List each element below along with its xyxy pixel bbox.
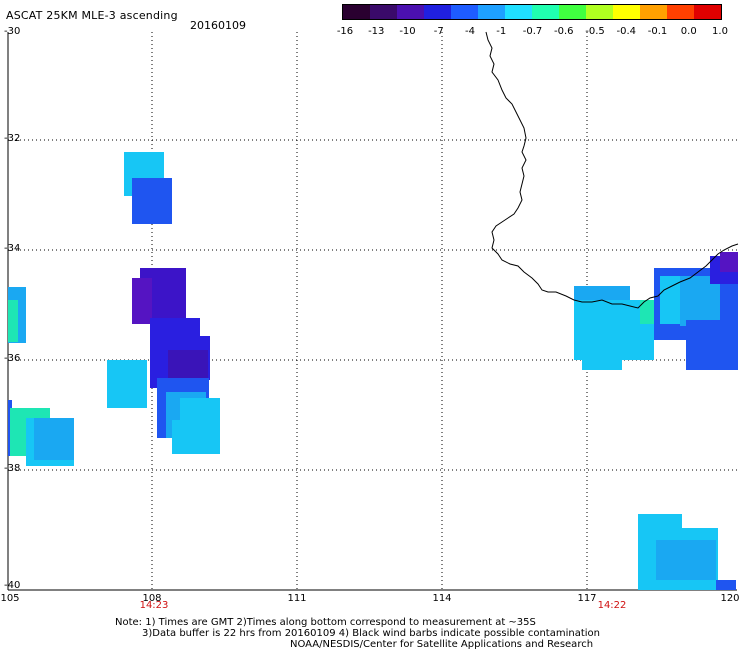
map-date: 20160109 — [190, 19, 246, 32]
color-scale-label: 1.0 — [712, 26, 728, 37]
map-title: ASCAT 25KM MLE-3 ascending — [6, 9, 178, 22]
color-scale-label: -7 — [433, 26, 444, 37]
color-scale-label: -10 — [399, 26, 416, 37]
color-scale-segment — [505, 5, 532, 19]
lat-label-40: -40 — [4, 580, 21, 591]
color-scale-segment — [694, 5, 721, 19]
australia-coastline — [485, 31, 739, 309]
color-scale-label: -0.7 — [522, 26, 543, 37]
note-line-2: 3)Data buffer is 22 hrs from 20160109 4)… — [142, 628, 600, 639]
lon-label-114: 114 — [432, 593, 452, 604]
pass-time-west: 14:23 — [139, 600, 169, 611]
color-scale-segment — [478, 5, 505, 19]
color-scale-label: -16 — [336, 26, 354, 37]
lat-label-32: -32 — [4, 133, 21, 144]
lon-label-111: 111 — [287, 593, 307, 604]
color-scale-label: -4 — [465, 26, 475, 37]
color-scale-segment — [424, 5, 451, 19]
color-scale-segment — [667, 5, 694, 19]
color-scale-label: -13 — [368, 26, 385, 37]
color-scale-label: 0.0 — [680, 26, 697, 37]
color-scale-segment — [397, 5, 424, 19]
note-line-1: Note: 1) Times are GMT 2)Times along bot… — [115, 617, 536, 628]
eastern-swath — [574, 252, 738, 370]
color-scale-segment — [586, 5, 613, 19]
lon-label-117: 117 — [577, 593, 597, 604]
southeastern-swath — [638, 514, 736, 590]
lat-label-30: -30 — [4, 26, 21, 37]
color-scale-segment — [451, 5, 478, 19]
graticule-grid — [8, 32, 737, 590]
color-scale-segment — [532, 5, 559, 19]
far-west-swath — [8, 287, 74, 466]
color-scale-segment — [613, 5, 640, 19]
color-scale-segment — [370, 5, 397, 19]
lat-label-36: -36 — [4, 353, 21, 364]
western-swath — [107, 152, 220, 454]
color-scale-label: -0.4 — [616, 26, 637, 37]
lon-label-108: 108 — [142, 593, 162, 604]
color-scale-bar — [342, 4, 722, 20]
color-scale-label: -0.5 — [585, 26, 605, 37]
color-scale-segment — [640, 5, 667, 19]
pass-time-east: 14:22 — [597, 600, 627, 611]
color-scale-label: -1 — [496, 26, 507, 37]
color-scale-segment — [343, 5, 370, 19]
color-scale-label: -0.1 — [647, 26, 668, 37]
lat-label-34: -34 — [4, 243, 21, 254]
lon-label-105: 105 — [0, 593, 20, 604]
note-line-3: NOAA/NESDIS/Center for Satellite Applica… — [290, 639, 594, 650]
color-scale-segment — [559, 5, 586, 19]
lon-label-120: 120 — [720, 593, 740, 604]
color-scale-label: -0.6 — [553, 26, 574, 37]
lat-label-38: -38 — [4, 463, 21, 474]
